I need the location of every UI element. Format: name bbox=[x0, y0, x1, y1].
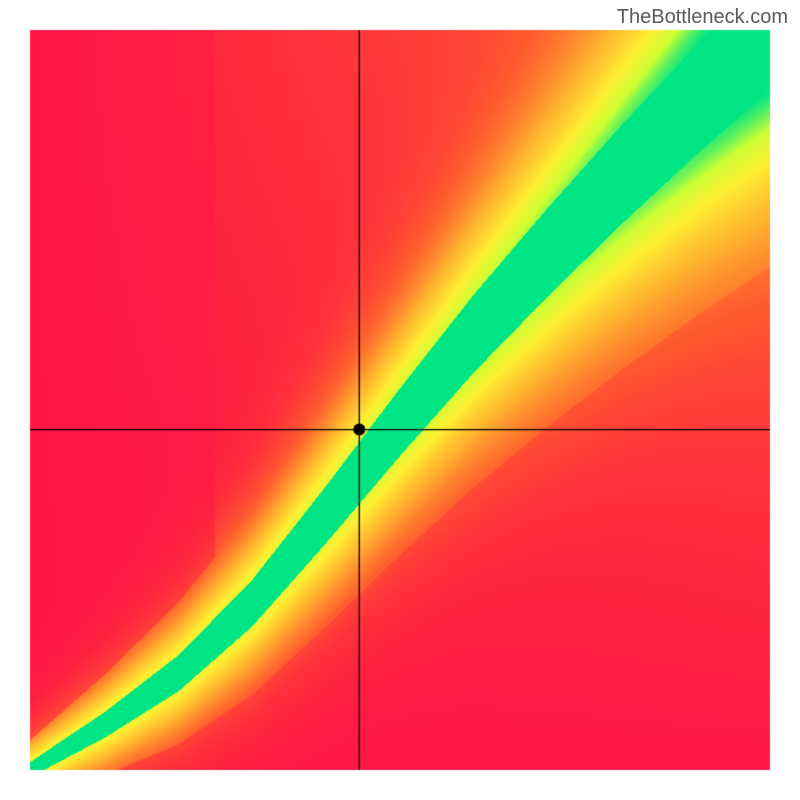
watermark-text: TheBottleneck.com bbox=[617, 6, 788, 29]
bottleneck-heatmap bbox=[0, 0, 800, 800]
chart-container: TheBottleneck.com bbox=[0, 0, 800, 800]
